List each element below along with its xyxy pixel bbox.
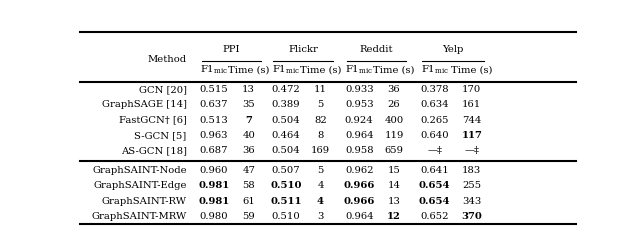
Text: 5: 5 <box>317 100 324 109</box>
Text: 169: 169 <box>311 146 330 155</box>
Text: 0.464: 0.464 <box>271 131 300 140</box>
Text: 0.964: 0.964 <box>345 212 374 221</box>
Text: 13: 13 <box>388 197 401 206</box>
Text: 26: 26 <box>388 100 400 109</box>
Text: 0.963: 0.963 <box>200 131 228 140</box>
Text: 5: 5 <box>317 166 324 175</box>
Text: 0.687: 0.687 <box>200 146 228 155</box>
Text: 400: 400 <box>385 116 404 125</box>
Text: Time (s): Time (s) <box>373 66 415 74</box>
Text: 61: 61 <box>243 197 255 206</box>
Text: 0.981: 0.981 <box>198 197 230 206</box>
Text: 36: 36 <box>243 146 255 155</box>
Text: F1$_\mathregular{mic}$: F1$_\mathregular{mic}$ <box>200 64 228 76</box>
Text: 15: 15 <box>388 166 401 175</box>
Text: PPI: PPI <box>223 44 240 54</box>
Text: 183: 183 <box>462 166 481 175</box>
Text: Time (s): Time (s) <box>300 66 341 74</box>
Text: 0.378: 0.378 <box>420 85 449 94</box>
Text: 0.504: 0.504 <box>271 116 300 125</box>
Text: 40: 40 <box>242 131 255 140</box>
Text: 0.958: 0.958 <box>345 146 374 155</box>
Text: 0.634: 0.634 <box>420 100 449 109</box>
Text: 0.966: 0.966 <box>344 181 375 190</box>
Text: GraphSAINT-Edge: GraphSAINT-Edge <box>93 181 187 190</box>
Text: 0.640: 0.640 <box>420 131 449 140</box>
Text: 0.964: 0.964 <box>345 131 374 140</box>
Text: 0.641: 0.641 <box>420 166 449 175</box>
Text: 0.637: 0.637 <box>200 100 228 109</box>
Text: 0.654: 0.654 <box>419 197 451 206</box>
Text: 8: 8 <box>317 131 324 140</box>
Text: Flickr: Flickr <box>288 44 318 54</box>
Text: GraphSAINT-Node: GraphSAINT-Node <box>92 166 187 175</box>
Text: GraphSAINT-MRW: GraphSAINT-MRW <box>92 212 187 221</box>
Text: 343: 343 <box>462 197 481 206</box>
Text: 13: 13 <box>242 85 255 94</box>
Text: AS-GCN [18]: AS-GCN [18] <box>120 146 187 155</box>
Text: 47: 47 <box>242 166 255 175</box>
Text: 119: 119 <box>384 131 404 140</box>
Text: Reddit: Reddit <box>360 44 394 54</box>
Text: 0.510: 0.510 <box>270 181 301 190</box>
Text: 370: 370 <box>461 212 483 221</box>
Text: 0.652: 0.652 <box>420 212 449 221</box>
Text: FastGCN† [6]: FastGCN† [6] <box>119 116 187 125</box>
Text: 117: 117 <box>461 131 483 140</box>
Text: Method: Method <box>147 55 186 64</box>
Text: Time (s): Time (s) <box>451 66 493 74</box>
Text: 0.515: 0.515 <box>200 85 228 94</box>
Text: 4: 4 <box>317 197 324 206</box>
Text: F1$_\mathregular{mic}$: F1$_\mathregular{mic}$ <box>272 64 300 76</box>
Text: 0.960: 0.960 <box>200 166 228 175</box>
Text: 3: 3 <box>317 212 324 221</box>
Text: 58: 58 <box>243 181 255 190</box>
Text: 0.510: 0.510 <box>271 212 300 221</box>
Text: 12: 12 <box>387 212 401 221</box>
Text: 0.933: 0.933 <box>345 85 374 94</box>
Text: 0.924: 0.924 <box>345 116 374 125</box>
Text: 14: 14 <box>387 181 401 190</box>
Text: 0.507: 0.507 <box>271 166 300 175</box>
Text: GraphSAGE [14]: GraphSAGE [14] <box>102 100 187 109</box>
Text: 82: 82 <box>314 116 327 125</box>
Text: 59: 59 <box>243 212 255 221</box>
Text: F1$_\mathregular{mic}$: F1$_\mathregular{mic}$ <box>346 64 373 76</box>
Text: F1$_\mathregular{mic}$: F1$_\mathregular{mic}$ <box>420 64 449 76</box>
Text: 0.962: 0.962 <box>345 166 374 175</box>
Text: 170: 170 <box>462 85 481 94</box>
Text: 35: 35 <box>243 100 255 109</box>
Text: 0.513: 0.513 <box>200 116 228 125</box>
Text: 659: 659 <box>385 146 403 155</box>
Text: 4: 4 <box>317 181 324 190</box>
Text: —‡: —‡ <box>427 146 442 155</box>
Text: Yelp: Yelp <box>442 44 464 54</box>
Text: 0.511: 0.511 <box>270 197 301 206</box>
Text: 0.265: 0.265 <box>420 116 449 125</box>
Text: 0.389: 0.389 <box>271 100 300 109</box>
Text: 36: 36 <box>388 85 400 94</box>
Text: Time (s): Time (s) <box>228 66 269 74</box>
Text: 0.654: 0.654 <box>419 181 451 190</box>
Text: GraphSAINT-RW: GraphSAINT-RW <box>102 197 187 206</box>
Text: 0.472: 0.472 <box>271 85 300 94</box>
Text: 255: 255 <box>462 181 481 190</box>
Text: —‡: —‡ <box>465 146 479 155</box>
Text: 0.981: 0.981 <box>198 181 230 190</box>
Text: 161: 161 <box>462 100 481 109</box>
Text: 744: 744 <box>462 116 481 125</box>
Text: 0.953: 0.953 <box>345 100 374 109</box>
Text: 0.504: 0.504 <box>271 146 300 155</box>
Text: GCN [20]: GCN [20] <box>139 85 187 94</box>
Text: 7: 7 <box>245 116 252 125</box>
Text: 0.966: 0.966 <box>344 197 375 206</box>
Text: S-GCN [5]: S-GCN [5] <box>134 131 187 140</box>
Text: 0.980: 0.980 <box>200 212 228 221</box>
Text: 11: 11 <box>314 85 327 94</box>
